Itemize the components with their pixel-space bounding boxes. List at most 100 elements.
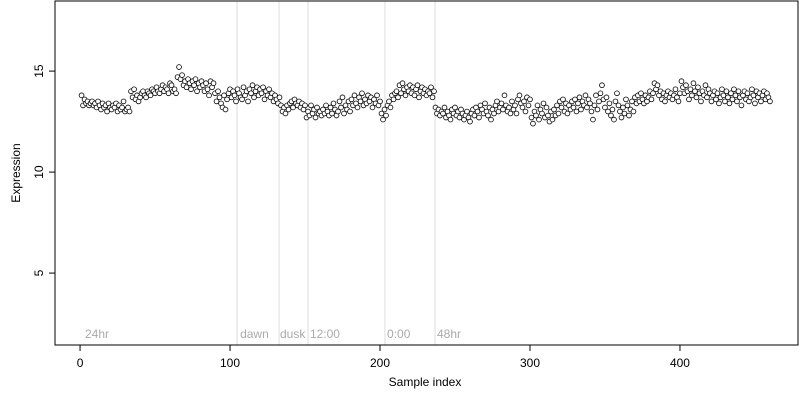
point <box>194 88 200 95</box>
point <box>338 104 344 111</box>
point <box>606 100 613 107</box>
point <box>723 88 730 95</box>
point <box>630 108 637 115</box>
point <box>416 94 422 101</box>
y-tick-label: 10 <box>32 165 46 179</box>
point <box>704 94 710 101</box>
point <box>339 94 346 101</box>
point <box>452 104 458 111</box>
point <box>380 116 386 123</box>
annotation: 48hr <box>437 327 461 341</box>
point <box>411 92 418 99</box>
point <box>513 110 520 117</box>
point <box>692 88 698 95</box>
point <box>650 90 656 97</box>
point <box>173 90 179 97</box>
x-tick-label: 300 <box>520 356 540 370</box>
point <box>725 94 731 101</box>
point <box>329 110 335 117</box>
point <box>570 104 577 111</box>
point <box>215 88 221 95</box>
x-tick-label: 400 <box>670 356 690 370</box>
point <box>716 100 722 107</box>
point <box>491 110 497 117</box>
point <box>528 114 535 121</box>
point <box>179 72 185 78</box>
point <box>729 96 736 103</box>
point <box>750 92 757 99</box>
point <box>251 94 257 101</box>
point <box>536 116 542 123</box>
point <box>593 92 599 99</box>
point <box>527 96 533 103</box>
point <box>240 84 247 91</box>
point <box>708 98 715 105</box>
point <box>383 112 389 119</box>
point <box>713 96 719 103</box>
point <box>672 86 679 93</box>
point <box>690 80 697 87</box>
y-axis-label: Expression <box>9 143 23 202</box>
point <box>558 104 565 111</box>
point <box>474 108 481 115</box>
point <box>507 110 514 117</box>
point <box>603 94 610 101</box>
point <box>530 120 536 127</box>
point <box>584 104 590 111</box>
annotation: 24hr <box>85 327 109 341</box>
point <box>176 64 182 70</box>
point <box>522 108 529 115</box>
point <box>675 98 682 105</box>
point <box>120 98 127 105</box>
point <box>402 92 409 99</box>
x-tick-label: 100 <box>220 356 240 370</box>
point <box>258 90 265 97</box>
point <box>620 104 626 111</box>
point <box>488 116 494 123</box>
point <box>534 102 541 109</box>
point <box>104 108 110 115</box>
point <box>248 90 254 97</box>
point <box>677 90 683 97</box>
point <box>378 110 385 117</box>
point <box>260 84 266 91</box>
point <box>549 116 556 123</box>
point <box>390 96 397 103</box>
point <box>722 98 728 105</box>
point <box>216 94 223 101</box>
point <box>554 102 560 109</box>
point <box>485 112 491 119</box>
point <box>767 98 773 105</box>
x-tick-label: 0 <box>77 356 84 370</box>
point <box>398 90 404 97</box>
annotation: 0:00 <box>387 327 411 341</box>
point <box>165 90 172 97</box>
point <box>347 108 353 115</box>
point <box>726 100 733 107</box>
point <box>213 98 220 105</box>
point <box>758 98 764 105</box>
point <box>206 92 212 99</box>
point <box>506 104 512 111</box>
point <box>615 102 622 109</box>
point <box>732 92 739 99</box>
point <box>576 94 583 101</box>
point <box>719 86 725 93</box>
point <box>560 96 566 103</box>
point <box>471 112 478 119</box>
point <box>678 78 685 84</box>
point <box>426 90 433 97</box>
point <box>414 82 421 89</box>
point <box>687 86 694 93</box>
point <box>188 86 194 93</box>
point <box>312 114 319 121</box>
point <box>551 106 557 113</box>
point <box>749 86 755 93</box>
point <box>276 94 283 101</box>
point <box>126 108 133 115</box>
point <box>245 98 251 105</box>
point <box>78 92 85 99</box>
point <box>545 112 551 119</box>
point <box>314 104 320 111</box>
